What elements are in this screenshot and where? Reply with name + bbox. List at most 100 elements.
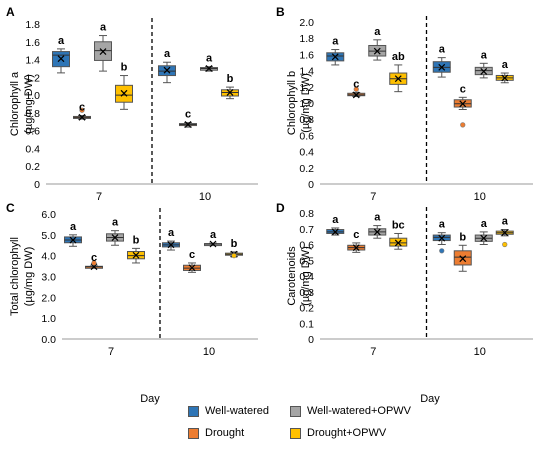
y-tick-label-a: 1.0 bbox=[25, 90, 40, 102]
outlier-well-watered bbox=[439, 248, 445, 254]
y-tick-label-c: 4.0 bbox=[41, 251, 56, 263]
outlier-drought-opwv bbox=[231, 253, 237, 259]
y-tick-label-c: 5.0 bbox=[41, 230, 56, 242]
mean-marker-drought bbox=[78, 113, 86, 121]
significance-letter-drought-opwv: a bbox=[502, 216, 509, 228]
mean-marker-well-watered-opwv bbox=[99, 48, 107, 55]
significance-letter-drought: b bbox=[459, 231, 466, 243]
significance-letter-well-watered: a bbox=[164, 48, 171, 60]
significance-letter-well-watered: a bbox=[58, 35, 65, 47]
y-tick-label-c: 0.0 bbox=[41, 334, 56, 346]
y-tick-label-b: 1.6 bbox=[299, 49, 314, 61]
y-axis-unit-b: (µg/mg DW) bbox=[300, 73, 312, 133]
significance-letter-well-watered: a bbox=[332, 36, 339, 48]
y-tick-label-d: 0.1 bbox=[299, 318, 314, 330]
x-tick-label-a-10: 10 bbox=[199, 191, 211, 203]
significance-letter-well-watered: a bbox=[439, 44, 446, 56]
y-tick-label-c: 2.0 bbox=[41, 292, 56, 304]
x-axis-title-left: Day bbox=[140, 393, 160, 405]
y-tick-label-a: 1.2 bbox=[25, 72, 40, 84]
legend-label-drought: Drought bbox=[205, 427, 245, 439]
y-tick-label-a: 0.6 bbox=[25, 126, 40, 138]
y-tick-label-a: 1.4 bbox=[25, 55, 40, 67]
significance-letter-drought-opwv: b bbox=[133, 234, 140, 246]
y-tick-label-b: 0.8 bbox=[299, 114, 314, 126]
mean-marker-drought-opwv bbox=[394, 239, 402, 247]
mean-marker-well-watered bbox=[438, 234, 446, 242]
mean-marker-drought bbox=[352, 244, 360, 252]
significance-letter-well-watered-opwv: a bbox=[210, 229, 217, 241]
mean-marker-well-watered bbox=[163, 66, 171, 74]
y-axis-title-d: Carotenoids bbox=[286, 246, 298, 306]
legend-swatch-well-watered-opwv bbox=[290, 405, 301, 417]
mean-marker-well-watered-opwv bbox=[111, 234, 119, 241]
mean-marker-well-watered bbox=[331, 228, 339, 236]
significance-letter-well-watered-opwv: a bbox=[374, 26, 381, 38]
y-tick-label-c: 6.0 bbox=[41, 209, 56, 221]
legend-item-drought: Drought bbox=[188, 427, 244, 439]
mean-marker-drought bbox=[352, 91, 360, 99]
y-tick-label-b: 0 bbox=[308, 179, 314, 191]
y-tick-label-a: 1.6 bbox=[25, 37, 40, 49]
mean-marker-well-watered bbox=[57, 55, 65, 63]
mean-marker-drought-opwv bbox=[226, 89, 234, 96]
panel-label-a: A bbox=[6, 5, 15, 19]
x-tick-label-d-7: 7 bbox=[370, 346, 376, 358]
significance-letter-drought: c bbox=[353, 78, 359, 90]
y-axis-title-b: Chlorophyll b bbox=[286, 71, 298, 135]
legend: Well-watered Well-watered+OPWV Drought D… bbox=[188, 405, 528, 451]
significance-letter-drought-opwv: a bbox=[502, 59, 509, 71]
mean-marker-drought-opwv bbox=[132, 251, 140, 259]
y-tick-label-d: 0.8 bbox=[299, 208, 314, 220]
significance-letter-well-watered-opwv: a bbox=[481, 218, 488, 230]
y-tick-label-d: 0 bbox=[308, 334, 314, 346]
outlier-drought bbox=[79, 107, 85, 113]
x-tick-label-b-7: 7 bbox=[370, 191, 376, 203]
y-tick-label-d: 0.5 bbox=[299, 255, 314, 267]
y-tick-label-a: 0.4 bbox=[25, 143, 40, 155]
mean-marker-well-watered-opwv bbox=[480, 234, 488, 242]
legend-label-well-watered-opwv: Well-watered+OPWV bbox=[307, 405, 412, 417]
significance-letter-drought: c bbox=[91, 252, 97, 264]
legend-item-well-watered: Well-watered bbox=[188, 405, 269, 417]
significance-letter-well-watered: a bbox=[332, 214, 339, 226]
legend-swatch-drought bbox=[188, 427, 199, 439]
significance-letter-drought-opwv: b bbox=[121, 62, 128, 74]
y-axis-unit-d: (µg/mg DW) bbox=[300, 246, 312, 306]
mean-marker-well-watered bbox=[331, 53, 339, 61]
y-tick-label-d: 0.7 bbox=[299, 224, 314, 236]
panel-label-d: D bbox=[276, 201, 285, 215]
panel-label-c: C bbox=[6, 201, 15, 215]
x-tick-label-c-10: 10 bbox=[203, 346, 215, 358]
significance-letter-well-watered-opwv: a bbox=[481, 49, 488, 61]
y-tick-label-d: 0.4 bbox=[299, 271, 314, 283]
significance-letter-drought: c bbox=[79, 102, 85, 114]
legend-swatch-drought-opwv bbox=[290, 427, 301, 439]
y-tick-label-c: 3.0 bbox=[41, 272, 56, 284]
mean-marker-drought-opwv bbox=[120, 89, 128, 97]
outlier-drought-opwv bbox=[502, 241, 508, 248]
significance-letter-drought-opwv: ab bbox=[392, 51, 405, 63]
legend-swatch-well-watered bbox=[188, 405, 199, 417]
outlier-drought bbox=[353, 86, 359, 92]
mean-marker-well-watered-opwv bbox=[373, 228, 381, 236]
y-tick-label-b: 2.0 bbox=[299, 17, 314, 29]
significance-letter-drought-opwv: b bbox=[227, 73, 234, 85]
significance-letter-drought-opwv: b bbox=[231, 238, 238, 250]
y-tick-label-b: 1.4 bbox=[299, 66, 314, 78]
y-tick-label-b: 1.8 bbox=[299, 33, 314, 45]
significance-letter-drought: c bbox=[189, 249, 195, 261]
y-tick-label-b: 0.4 bbox=[299, 147, 314, 159]
significance-letter-drought: c bbox=[185, 109, 191, 121]
x-tick-label-a-7: 7 bbox=[96, 191, 102, 203]
mean-marker-drought-opwv bbox=[501, 229, 509, 237]
mean-marker-drought bbox=[184, 121, 192, 128]
mean-marker-well-watered-opwv bbox=[373, 47, 381, 55]
y-axis-unit-a: (µg/mg DW) bbox=[23, 74, 35, 134]
y-tick-label-b: 0.2 bbox=[299, 163, 314, 175]
mean-marker-drought bbox=[90, 263, 98, 271]
legend-item-drought-opwv: Drought+OPWV bbox=[290, 427, 386, 439]
x-axis-title-right: Day bbox=[420, 393, 440, 405]
